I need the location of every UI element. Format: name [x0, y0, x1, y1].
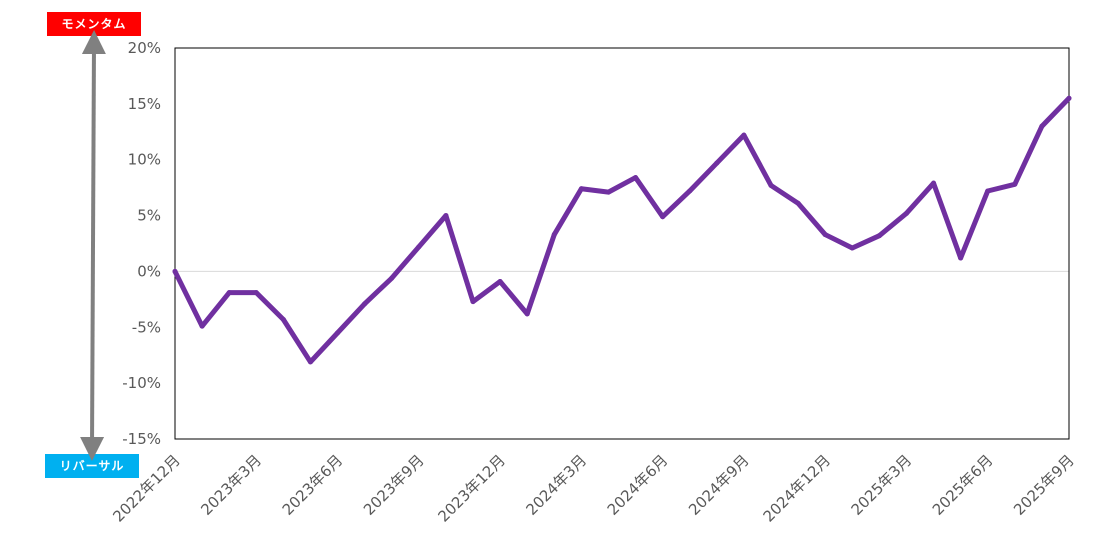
data-point	[822, 232, 828, 238]
data-point	[605, 189, 611, 195]
data-point	[335, 330, 341, 336]
x-tick-label: 2023年12月	[434, 451, 508, 525]
data-point	[524, 311, 530, 317]
data-point	[660, 214, 666, 220]
data-point	[362, 301, 368, 307]
data-point	[633, 175, 639, 181]
data-point	[795, 200, 801, 206]
series-points	[172, 95, 1072, 365]
x-tick-label: 2023年6月	[279, 451, 347, 519]
data-point	[280, 316, 286, 322]
x-axis-tick-labels: 2022年12月 2023年3月 2023年6月 2023年9月 2023年12月 202…	[109, 451, 1077, 525]
x-tick-label: 2022年12月	[109, 451, 183, 525]
data-point	[849, 245, 855, 251]
x-tick-label: 2024年12月	[760, 451, 834, 525]
y-tick-label: 0%	[137, 262, 161, 280]
data-point	[768, 182, 774, 188]
y-tick-label: -5%	[132, 318, 161, 336]
data-point	[714, 160, 720, 166]
data-point	[172, 268, 178, 274]
y-tick-label: 20%	[128, 39, 161, 57]
data-point	[253, 290, 259, 296]
y-tick-label: -10%	[122, 374, 161, 392]
plot-area-frame	[174, 47, 1070, 440]
x-tick-label: 2023年3月	[197, 451, 265, 519]
data-point	[1066, 95, 1072, 101]
data-point	[578, 186, 584, 192]
data-point	[389, 275, 395, 281]
data-point	[687, 188, 693, 194]
x-tick-label: 2024年3月	[523, 451, 591, 519]
data-point	[199, 323, 205, 329]
x-tick-label: 2024年9月	[685, 451, 753, 519]
data-point	[903, 210, 909, 216]
y-tick-label: -15%	[122, 430, 161, 448]
series-line	[172, 95, 1072, 365]
y-axis-tick-labels: 20% 15% 10% 5% 0% -5% -10% -15%	[122, 39, 161, 448]
data-point	[958, 255, 964, 261]
y-tick-label: 15%	[128, 95, 161, 113]
data-point	[470, 299, 476, 305]
data-point	[416, 244, 422, 250]
data-point	[307, 359, 313, 365]
y-tick-label: 5%	[137, 207, 161, 225]
data-point	[931, 180, 937, 186]
data-point	[443, 213, 449, 219]
x-tick-label: 2025年6月	[929, 451, 997, 519]
x-tick-label: 2023年9月	[360, 451, 428, 519]
x-tick-label: 2025年3月	[848, 451, 916, 519]
data-point	[985, 188, 991, 194]
x-tick-label: 2024年6月	[604, 451, 672, 519]
data-point	[551, 232, 557, 238]
data-point	[1012, 181, 1018, 187]
y-tick-label: 10%	[128, 151, 161, 169]
data-point	[226, 290, 232, 296]
data-point	[497, 278, 503, 284]
data-point	[1039, 123, 1045, 129]
data-point	[876, 233, 882, 239]
x-tick-label: 2025年9月	[1010, 451, 1078, 519]
data-point	[741, 132, 747, 138]
momentum-reversal-arrow	[80, 30, 106, 461]
